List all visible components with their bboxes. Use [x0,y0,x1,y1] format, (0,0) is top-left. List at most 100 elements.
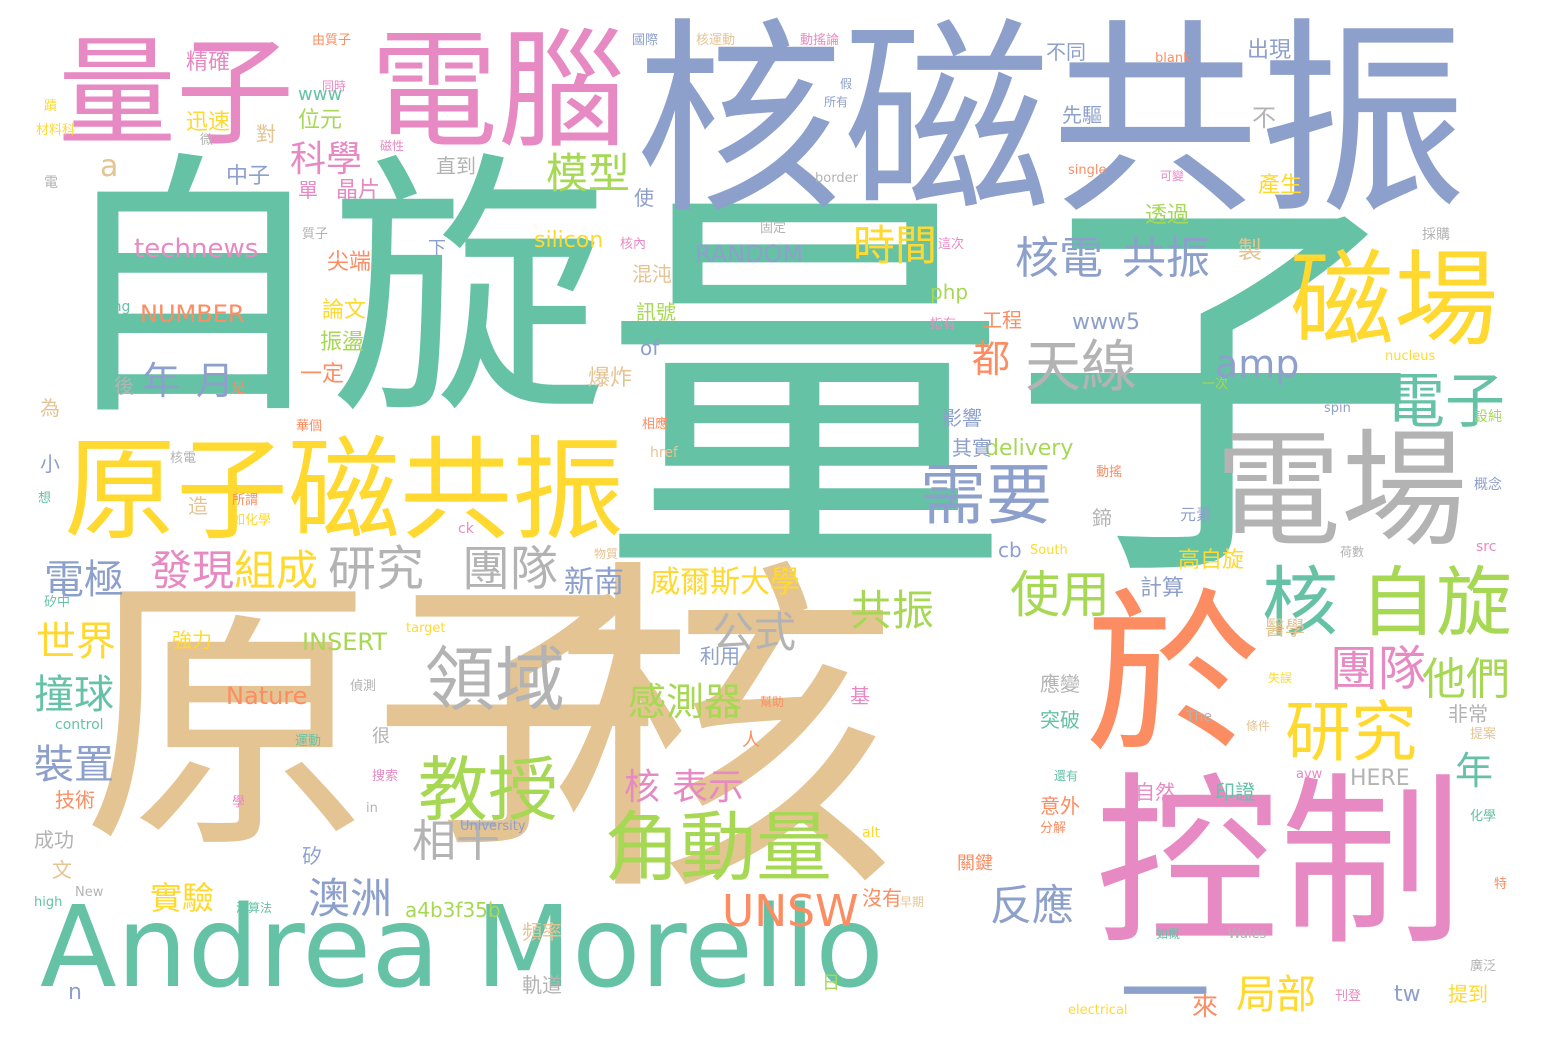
word-cloud-word: 爆炸 [588,366,633,391]
word-cloud-word: 核電 [1015,233,1103,284]
word-cloud-word: 感測器 [628,680,743,724]
word-cloud-word: 利用 [700,644,740,668]
word-cloud-word: 天線 [1025,335,1137,400]
word-cloud-word: 反應 [990,881,1075,930]
word-cloud-word: ck [458,521,474,537]
word-cloud-word: 採購 [1422,227,1450,243]
word-cloud-word: 早期 [900,895,925,909]
word-cloud-word: 透過 [1145,203,1190,228]
word-cloud-word: 矽中 [44,595,71,610]
word-cloud-word: 一定 [300,362,345,387]
word-cloud-word: 時間 [853,221,938,270]
word-cloud-word: 模型 [546,149,631,198]
word-cloud-word: href [650,445,678,461]
word-cloud-word: 文 [52,858,72,882]
word-cloud-word: 直到 [436,154,476,178]
word-cloud-word: silicon [534,228,604,253]
word-cloud-word: 演算法 [236,901,273,915]
word-cloud-word: 研究 [328,541,425,597]
word-cloud-word: 動搖 [1096,465,1123,480]
word-cloud-word: 迅速 [186,110,231,135]
word-cloud-word: 特 [1494,877,1508,892]
word-cloud-word: 搜索 [372,769,399,784]
word-cloud-word: 相應 [642,417,669,432]
word-cloud-word: 沒有 [862,886,902,910]
word-cloud-word: 核磁共振 [635,1,1467,243]
word-cloud-word: 核 [548,531,898,939]
word-cloud-word: 控制 [1095,757,1464,971]
word-cloud-word: 國際 [632,33,659,48]
word-cloud-word: 矽 [302,844,322,868]
word-cloud-word: 固定 [760,221,787,236]
word-cloud-word: 高自旋 [1178,548,1245,573]
word-cloud-word: Coherent [212,734,277,750]
word-cloud-word: 他們 [1422,654,1510,705]
word-cloud-word: 於 [1085,573,1262,778]
word-cloud-word: 世界 [36,619,116,665]
word-cloud-word: 科學 [290,139,363,180]
word-cloud-word: img [104,299,131,315]
word-cloud-word: 技術 [55,788,95,812]
word-cloud-word: 元素 [1180,505,1213,524]
word-cloud-word: 撞球 [34,672,114,718]
word-cloud-word: 核 [1262,558,1338,647]
word-cloud-word: 先驅 [1062,103,1102,127]
word-cloud-word: 電 [44,175,58,191]
word-cloud-word: 蹟 [44,99,58,114]
word-cloud-word: 醫學 [1265,616,1305,640]
word-cloud-word: 使用 [1010,566,1110,624]
word-cloud-word: NUMBER [140,300,245,328]
word-cloud-word: 動搖論 [800,33,840,48]
word-cloud-word: 訊號 [636,300,676,324]
word-cloud-word: 都 [972,337,1011,381]
word-cloud-word: 局部 [1236,972,1316,1018]
word-cloud-word: www5 [1072,310,1140,335]
word-cloud-word: 需要 [920,457,1052,534]
word-cloud-word: www [298,84,343,105]
word-cloud-word: 是 [232,381,246,396]
word-cloud-word: electrical [1068,1003,1128,1018]
word-cloud-word: 使 [634,186,654,210]
word-cloud-word: 量子 [600,154,1420,632]
word-cloud-word: 精確 [186,50,231,75]
word-cloud-word: 電腦 [370,17,627,166]
word-cloud-word: border [815,171,858,186]
word-cloud-word: 華個 [296,419,323,434]
word-cloud-word: 位元 [298,108,343,133]
word-cloud-word: 一次 [1202,377,1229,392]
word-cloud-word: 提案 [1470,727,1497,742]
word-cloud-word: 廣泛 [1470,959,1497,974]
word-cloud-word: 磁場 [1290,239,1499,361]
word-cloud-word: 相干 [412,816,500,867]
word-cloud-word: 實驗 [150,879,215,917]
word-cloud-word: 澳洲 [308,874,393,923]
word-cloud-word: 假 [840,77,853,91]
word-cloud-word: 如化學 [232,513,272,528]
word-cloud-word: 概念 [1474,477,1502,493]
word-cloud-word: 影響 [942,406,982,430]
word-cloud-word: 年 [142,359,181,403]
word-cloud-word: 指有 [930,317,957,332]
word-cloud-word: in [366,801,378,816]
word-cloud-word: 意外 [1040,794,1080,818]
word-cloud-word: 荷數 [1340,545,1365,559]
word-cloud-word: of [640,336,660,360]
word-cloud-word: 振盪 [320,330,365,355]
word-cloud-word: 日 [822,973,840,994]
word-cloud-word: 原子 [82,551,662,888]
word-cloud-word: RANDOM [695,240,804,268]
word-cloud-word: 可變 [1160,169,1185,183]
word-cloud-word: blank [1155,51,1191,66]
word-cloud-word: 教授 [418,749,558,831]
word-cloud-word: 工程 [982,308,1022,332]
word-cloud-word: 很 [372,726,390,747]
word-cloud-word: 論文 [322,298,367,323]
word-cloud-word: delivery [985,436,1074,461]
word-cloud-word: 產生 [1258,173,1303,198]
word-cloud-word: 核 [624,767,661,808]
word-cloud-word: 物質 [594,547,619,561]
word-cloud-word: 想 [38,491,52,506]
word-cloud-word: Nature [226,682,308,710]
word-cloud-word: 不 [1252,104,1276,132]
